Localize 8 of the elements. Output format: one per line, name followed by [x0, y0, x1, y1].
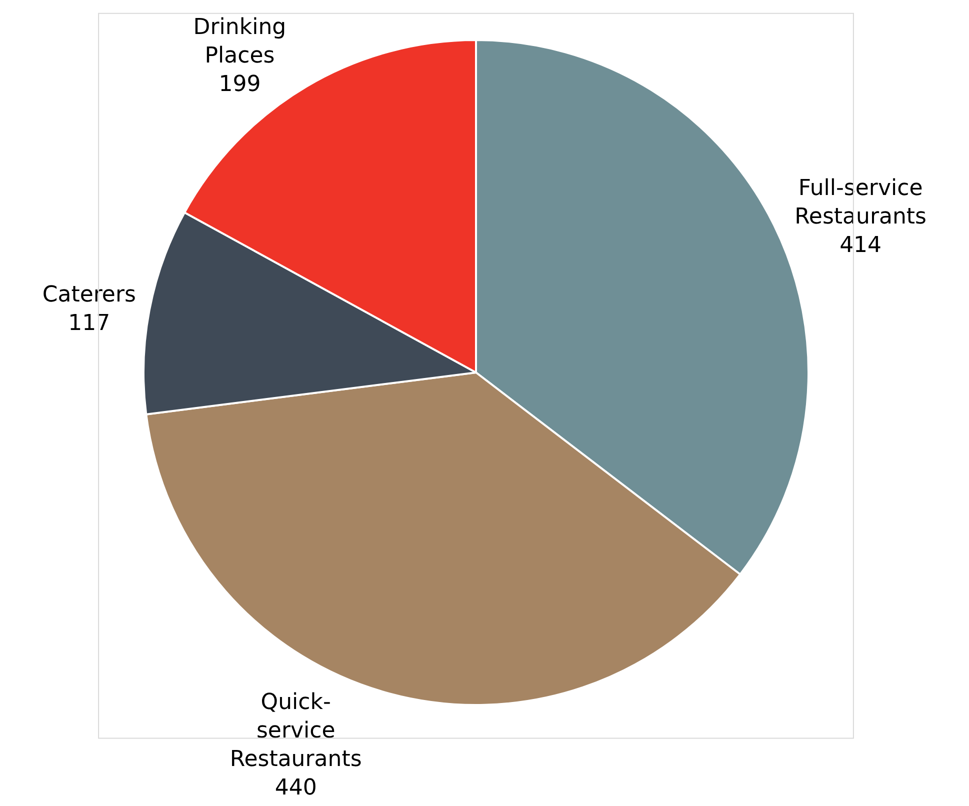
slice-label: Caterers: [42, 282, 136, 308]
slice-label: Drinking Places: [193, 14, 286, 68]
data-label: 199: [218, 72, 261, 98]
data-label: 117: [68, 311, 110, 336]
data-label: 414: [840, 233, 882, 258]
data-label: 440: [274, 776, 317, 801]
slice-label: Full-service Restaurants: [794, 176, 927, 230]
slice-label: Quick-service Restaurants: [230, 690, 362, 772]
